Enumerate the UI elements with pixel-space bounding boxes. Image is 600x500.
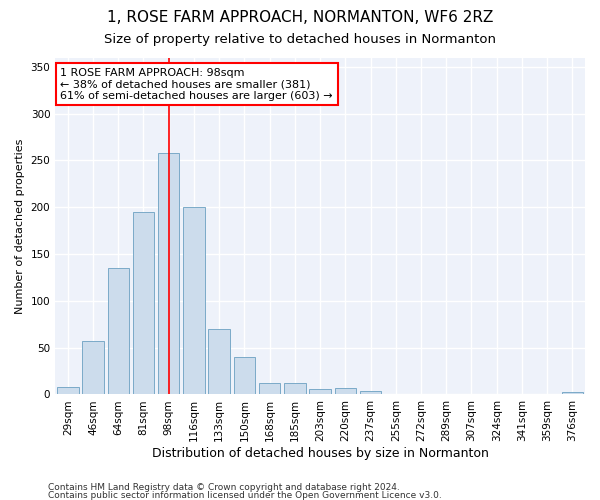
Bar xyxy=(259,383,280,394)
Bar xyxy=(310,389,331,394)
X-axis label: Distribution of detached houses by size in Normanton: Distribution of detached houses by size … xyxy=(152,447,488,460)
Text: Contains HM Land Registry data © Crown copyright and database right 2024.: Contains HM Land Registry data © Crown c… xyxy=(48,484,400,492)
Bar xyxy=(107,268,129,394)
Bar xyxy=(562,392,583,394)
Y-axis label: Number of detached properties: Number of detached properties xyxy=(15,138,25,314)
Bar xyxy=(158,153,179,394)
Bar xyxy=(335,388,356,394)
Bar xyxy=(208,329,230,394)
Bar xyxy=(360,390,381,394)
Text: 1 ROSE FARM APPROACH: 98sqm
← 38% of detached houses are smaller (381)
61% of se: 1 ROSE FARM APPROACH: 98sqm ← 38% of det… xyxy=(61,68,333,101)
Bar xyxy=(183,208,205,394)
Bar xyxy=(284,383,305,394)
Bar xyxy=(57,387,79,394)
Text: 1, ROSE FARM APPROACH, NORMANTON, WF6 2RZ: 1, ROSE FARM APPROACH, NORMANTON, WF6 2R… xyxy=(107,10,493,25)
Text: Size of property relative to detached houses in Normanton: Size of property relative to detached ho… xyxy=(104,32,496,46)
Bar xyxy=(133,212,154,394)
Bar xyxy=(233,357,255,395)
Text: Contains public sector information licensed under the Open Government Licence v3: Contains public sector information licen… xyxy=(48,490,442,500)
Bar xyxy=(82,341,104,394)
